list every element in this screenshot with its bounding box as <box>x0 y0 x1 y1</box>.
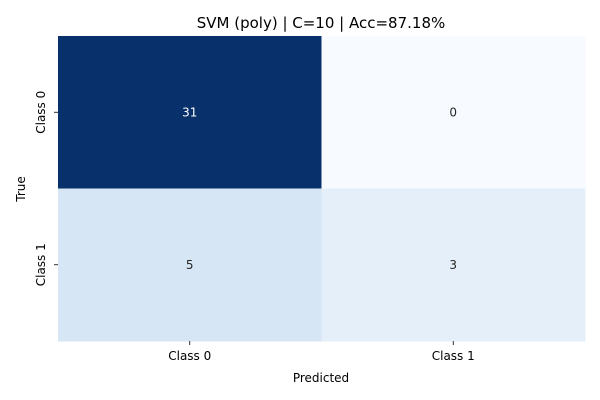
heatmap-cell <box>58 36 322 189</box>
x-tick-label: Class 0 <box>168 349 211 363</box>
chart-title: SVM (poly) | C=10 | Acc=87.18% <box>197 14 446 32</box>
x-tick-label: Class 1 <box>432 349 475 363</box>
x-axis-label: Predicted <box>293 371 349 385</box>
heatmap-cell-label: 3 <box>449 258 457 272</box>
y-axis-ticks: Class 0 Class 1 <box>34 91 58 286</box>
heatmap-cell <box>58 188 322 342</box>
heatmap-cell-label: 5 <box>186 258 194 272</box>
y-axis-label: True <box>14 176 28 203</box>
y-tick-label: Class 1 <box>34 243 48 286</box>
heatmap-cell-labels: 31 0 5 3 <box>182 105 457 272</box>
heatmap-cell-label: 0 <box>449 105 457 119</box>
heatmap-cells <box>58 36 586 342</box>
heatmap-cell <box>321 36 586 189</box>
heatmap-cell-label: 31 <box>182 105 197 119</box>
x-axis-ticks: Class 0 Class 1 <box>168 341 475 363</box>
heatmap-cell <box>321 188 586 342</box>
y-tick-label: Class 0 <box>34 91 48 134</box>
